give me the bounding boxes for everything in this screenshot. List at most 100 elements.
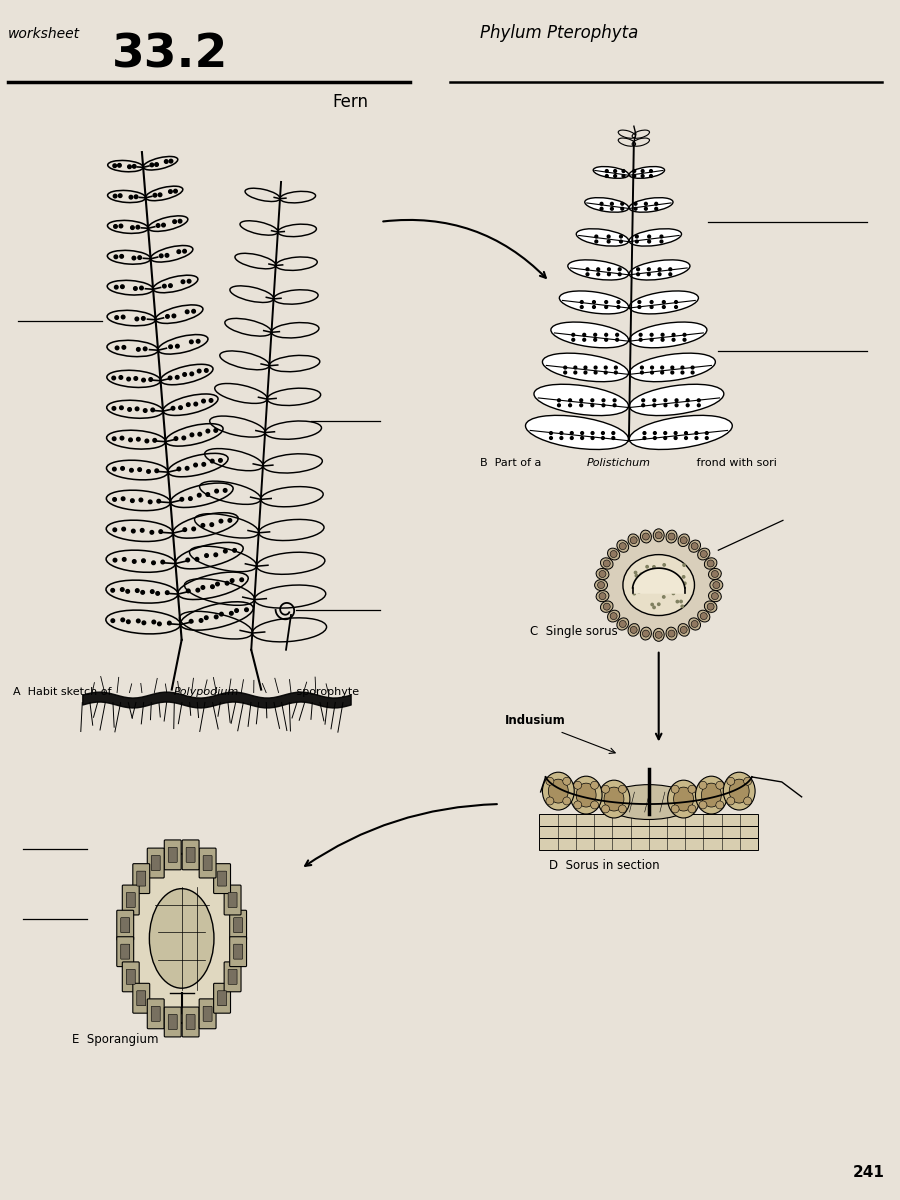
Circle shape (634, 208, 637, 210)
Circle shape (699, 800, 707, 809)
Circle shape (115, 316, 119, 319)
Ellipse shape (724, 772, 755, 810)
Circle shape (183, 373, 186, 377)
Circle shape (121, 437, 124, 440)
Circle shape (225, 582, 229, 586)
Ellipse shape (696, 776, 727, 814)
FancyBboxPatch shape (218, 991, 227, 1006)
Circle shape (574, 371, 577, 374)
Circle shape (617, 306, 620, 308)
Circle shape (595, 240, 598, 242)
Ellipse shape (576, 229, 629, 246)
Circle shape (648, 240, 651, 242)
Circle shape (635, 240, 638, 242)
Circle shape (140, 287, 143, 289)
Circle shape (599, 593, 606, 600)
Circle shape (604, 366, 608, 368)
Circle shape (111, 588, 114, 592)
Circle shape (668, 533, 675, 540)
Circle shape (653, 432, 656, 434)
Circle shape (618, 805, 626, 812)
Circle shape (663, 564, 665, 566)
Ellipse shape (551, 322, 628, 348)
Text: worksheet: worksheet (8, 26, 80, 41)
Text: sporophyte: sporophyte (293, 686, 359, 696)
FancyBboxPatch shape (121, 918, 130, 932)
Circle shape (134, 377, 138, 380)
Circle shape (591, 404, 594, 407)
FancyBboxPatch shape (218, 871, 227, 886)
Circle shape (601, 805, 609, 812)
Circle shape (136, 226, 140, 229)
FancyBboxPatch shape (126, 893, 135, 907)
Circle shape (610, 208, 613, 210)
Circle shape (121, 618, 124, 622)
FancyBboxPatch shape (182, 840, 199, 870)
Circle shape (608, 272, 610, 276)
Circle shape (135, 317, 139, 320)
Text: D  Sorus in section: D Sorus in section (549, 859, 660, 871)
Ellipse shape (595, 580, 608, 590)
Circle shape (150, 590, 154, 593)
Circle shape (672, 338, 675, 341)
Circle shape (156, 592, 159, 595)
Circle shape (211, 460, 214, 463)
Circle shape (655, 203, 658, 205)
Circle shape (671, 785, 680, 793)
Ellipse shape (543, 772, 574, 810)
Circle shape (137, 619, 140, 623)
Circle shape (179, 406, 183, 409)
Circle shape (153, 193, 157, 197)
Circle shape (680, 626, 688, 634)
Ellipse shape (641, 530, 652, 542)
Circle shape (168, 376, 172, 379)
FancyBboxPatch shape (199, 848, 216, 878)
Circle shape (646, 565, 648, 568)
Ellipse shape (653, 529, 664, 541)
Circle shape (190, 372, 194, 376)
FancyBboxPatch shape (234, 918, 243, 932)
Ellipse shape (616, 540, 628, 552)
Circle shape (601, 437, 604, 439)
Circle shape (112, 407, 116, 410)
Circle shape (695, 437, 698, 439)
Circle shape (630, 626, 637, 634)
Circle shape (699, 781, 707, 790)
Circle shape (674, 432, 677, 434)
Circle shape (610, 551, 617, 558)
Circle shape (560, 432, 562, 434)
Circle shape (155, 163, 158, 167)
FancyBboxPatch shape (539, 814, 758, 826)
Circle shape (113, 528, 117, 532)
Circle shape (186, 589, 190, 593)
Circle shape (130, 468, 133, 472)
Circle shape (141, 590, 145, 594)
Ellipse shape (705, 601, 717, 612)
Circle shape (691, 542, 698, 550)
Circle shape (223, 550, 227, 553)
FancyBboxPatch shape (539, 826, 758, 838)
FancyBboxPatch shape (133, 983, 149, 1013)
Circle shape (167, 622, 171, 625)
Circle shape (119, 194, 122, 198)
Ellipse shape (149, 889, 214, 988)
Circle shape (683, 338, 686, 341)
Circle shape (169, 344, 173, 348)
Ellipse shape (596, 569, 609, 580)
Text: 241: 241 (852, 1165, 885, 1181)
Circle shape (121, 588, 124, 592)
Circle shape (148, 378, 152, 382)
Circle shape (580, 398, 582, 402)
Circle shape (638, 306, 641, 308)
Circle shape (716, 781, 724, 790)
Circle shape (675, 398, 678, 402)
Circle shape (650, 169, 652, 173)
FancyBboxPatch shape (148, 848, 164, 878)
FancyBboxPatch shape (117, 911, 134, 940)
Circle shape (572, 338, 575, 341)
Circle shape (230, 578, 234, 582)
Circle shape (580, 437, 583, 439)
Circle shape (141, 317, 145, 320)
Circle shape (132, 164, 136, 168)
Ellipse shape (568, 260, 628, 280)
